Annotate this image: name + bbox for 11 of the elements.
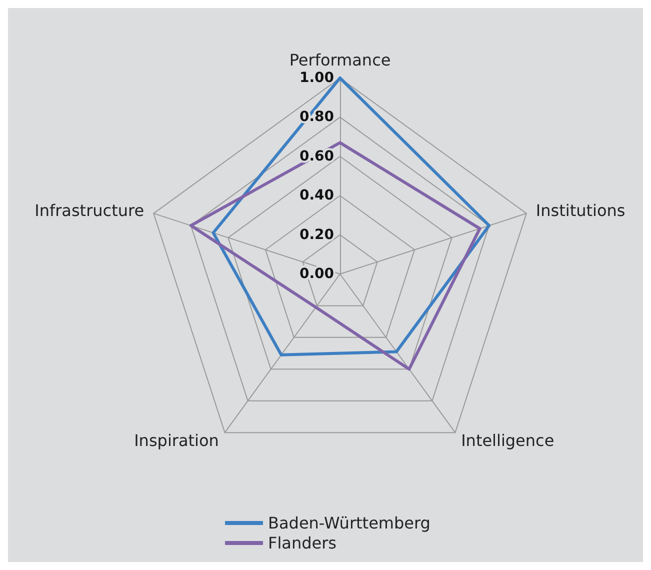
y-tick-label: 0.20 [299, 226, 334, 243]
y-tick-label: 0.00 [299, 266, 334, 282]
legend-label: Baden-Württemberg [268, 514, 430, 532]
spoke-label: Intelligence [461, 431, 554, 450]
y-tick-label: 1.00 [299, 70, 334, 86]
y-tick-label: 0.40 [299, 188, 334, 204]
spoke-label: Institutions [536, 200, 626, 220]
spoke-label: Inspiration [134, 431, 219, 450]
spoke-label: Performance [289, 50, 391, 70]
spoke-label: Infrastructure [34, 200, 144, 220]
legend-label: Flanders [268, 534, 337, 552]
